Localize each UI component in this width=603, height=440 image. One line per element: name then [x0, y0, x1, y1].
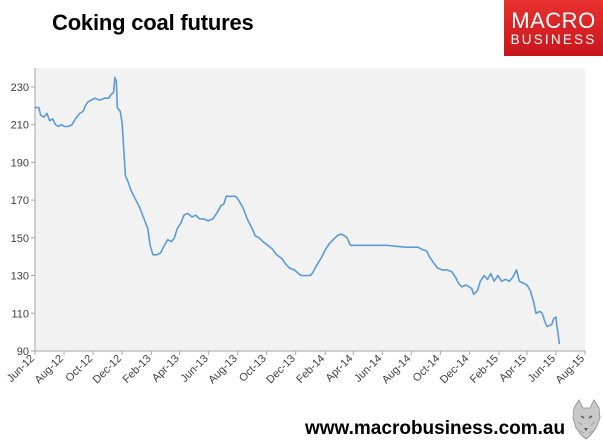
- x-tick-label: Jun-15: [526, 353, 558, 385]
- plot-area: [35, 68, 585, 351]
- y-tick-label: 110: [11, 308, 29, 320]
- x-tick-label: Oct-13: [237, 353, 269, 385]
- x-tick-label: Aug-12: [33, 353, 67, 387]
- x-tick-label: Oct-12: [63, 353, 95, 385]
- x-tick-label: Dec-12: [91, 353, 125, 387]
- logo-line-1: MACRO: [511, 8, 596, 33]
- x-tick-label: Feb-14: [294, 353, 327, 386]
- macrobusiness-logo: MACRO BUSINESS: [504, 0, 603, 56]
- coking-coal-series-line: [34, 76, 561, 345]
- x-tick-label: Jun-13: [179, 353, 211, 385]
- x-tick-label: Apr-13: [150, 353, 182, 385]
- y-tick-label: 170: [11, 195, 29, 207]
- y-tick-label: 230: [11, 82, 29, 94]
- x-tick-label: Apr-15: [497, 353, 529, 385]
- logo-line-2: BUSINESS: [510, 32, 597, 47]
- y-tick-label: 130: [11, 271, 29, 283]
- x-tick-label: Feb-15: [468, 353, 501, 386]
- footer-url[interactable]: www.macrobusiness.com.au: [305, 418, 566, 439]
- wolf-mascot-icon: [572, 399, 601, 440]
- x-tick-label: Jun-14: [352, 353, 384, 385]
- x-tick-label: Feb-13: [121, 353, 154, 386]
- x-tick-label: Dec-13: [264, 353, 298, 387]
- y-tick-label: 150: [11, 233, 29, 245]
- x-tick-label: Dec-14: [438, 353, 472, 387]
- y-tick-label: 190: [11, 157, 29, 169]
- chart-title: Coking coal futures: [52, 10, 254, 35]
- y-tick-label: 90: [17, 346, 29, 358]
- x-tick-label: Oct-14: [411, 353, 443, 385]
- x-tick-label: Aug-15: [554, 353, 588, 387]
- x-tick-label: Aug-13: [206, 353, 240, 387]
- y-tick-label: 210: [11, 120, 29, 132]
- x-tick-label: Aug-14: [380, 353, 414, 387]
- x-tick-label: Apr-14: [324, 353, 356, 385]
